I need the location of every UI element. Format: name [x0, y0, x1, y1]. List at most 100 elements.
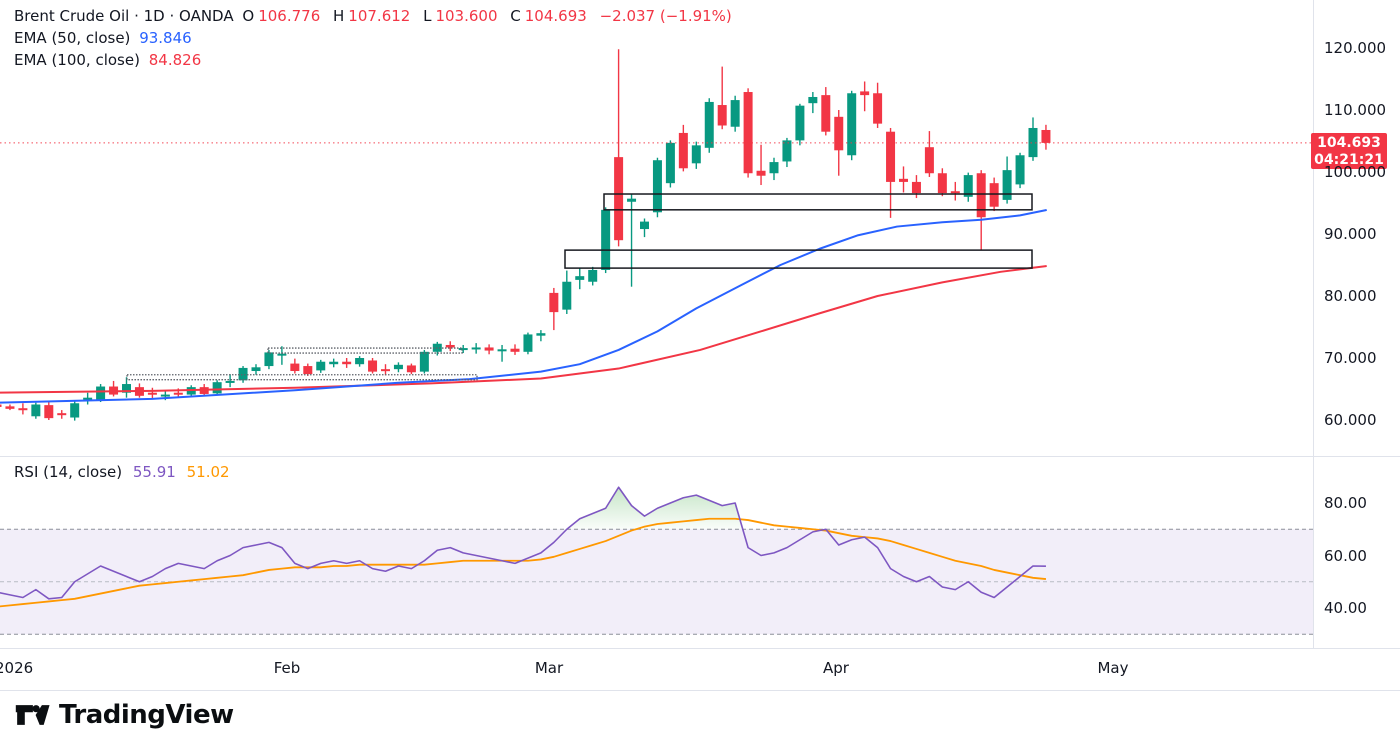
candle-body	[303, 366, 313, 375]
candle-body	[419, 351, 429, 372]
candle-body	[406, 365, 416, 373]
candle-body	[212, 382, 222, 394]
support-resistance-box	[564, 249, 1033, 269]
time-axis-label: 2026	[0, 659, 34, 677]
candle-body	[704, 101, 714, 148]
candle-body	[691, 145, 701, 164]
candle-body	[316, 361, 326, 371]
candle-body	[1002, 170, 1012, 200]
candle-body	[251, 367, 261, 372]
candle-body	[808, 96, 818, 104]
rsi-value: 55.91	[132, 463, 176, 481]
candle-body	[497, 349, 507, 352]
candle-body	[911, 181, 921, 194]
change-value: −2.037 (−1.91%)	[599, 7, 732, 25]
candle-body	[31, 404, 41, 417]
candle-body	[1041, 129, 1051, 143]
ohlc-low: L 103.600	[423, 7, 498, 25]
chart-canvas[interactable]	[0, 0, 1400, 648]
candle-body	[963, 175, 973, 197]
candle-body	[769, 162, 779, 174]
candle-body	[782, 140, 792, 162]
last-price-badge[interactable]: 104.693 04:21:21	[1311, 132, 1387, 169]
dotted-range-box	[126, 374, 478, 381]
candle-body	[290, 363, 300, 372]
rsi-ma-value: 51.02	[186, 463, 230, 481]
panel-divider	[0, 456, 1400, 457]
price-axis-label: 120.000	[1324, 39, 1387, 57]
ohlc-close: C 104.693	[510, 7, 587, 25]
candle-body	[122, 384, 131, 393]
dotted-range-box	[267, 347, 463, 354]
candle-body	[44, 405, 54, 419]
candlestick-series	[0, 49, 1051, 421]
candle-body	[160, 394, 170, 397]
candle-body	[730, 100, 740, 127]
price-axis[interactable]: 104.693 04:21:21 120.000 110.000 100.000 90…	[1311, 0, 1400, 648]
ema50-legend-row[interactable]: EMA (50, close) 93.846	[14, 28, 736, 49]
candle-body	[238, 367, 248, 381]
candle-body	[83, 397, 93, 400]
rsi-label: RSI (14, close)	[14, 463, 123, 481]
candle-body	[0, 404, 2, 407]
time-axis-label: Feb	[273, 659, 301, 677]
candle-body	[1028, 127, 1038, 158]
candle-body	[562, 281, 572, 310]
time-axis-label: Apr	[823, 659, 849, 677]
candle-body	[264, 352, 274, 367]
candle-body	[355, 358, 365, 365]
candle-body	[368, 360, 378, 372]
candle-body	[18, 408, 28, 411]
candle-body	[342, 361, 352, 365]
candle-body	[652, 160, 662, 213]
candle-body	[173, 392, 183, 395]
tradingview-logo-icon[interactable]	[14, 701, 50, 729]
last-price: 104.693	[1317, 134, 1381, 151]
candle-body	[640, 221, 649, 230]
candle-body	[627, 198, 637, 202]
time-axis[interactable]: 2026 Feb Mar Apr May	[0, 648, 1400, 691]
candle-body	[536, 333, 546, 336]
rsi-axis-label: 40.00	[1324, 599, 1367, 617]
candle-body	[484, 347, 494, 351]
candle-body	[549, 292, 559, 313]
candle-body	[614, 157, 624, 241]
candle-body	[924, 147, 934, 174]
countdown-timer: 04:21:21	[1314, 151, 1384, 168]
price-axis-label: 70.000	[1324, 349, 1377, 367]
ema50-label: EMA (50, close)	[14, 29, 131, 47]
candle-body	[57, 413, 67, 416]
symbol-title: Brent Crude Oil · 1D · OANDA	[14, 7, 234, 25]
price-axis-label: 110.000	[1324, 101, 1387, 119]
candle-body	[743, 92, 753, 174]
ema50-value: 93.846	[139, 29, 192, 47]
ema100-legend-row[interactable]: EMA (100, close) 84.826	[14, 50, 736, 71]
candle-body	[950, 191, 960, 194]
candle-body	[886, 131, 896, 182]
brand-name[interactable]: TradingView	[59, 700, 234, 730]
candle-body	[329, 361, 339, 365]
ohlc-open: O 106.776	[242, 7, 321, 25]
candle-body	[381, 369, 390, 372]
price-axis-label: 80.000	[1324, 287, 1377, 305]
rsi-legend-row[interactable]: RSI (14, close) 55.91 51.02	[14, 463, 236, 481]
candle-body	[510, 348, 520, 352]
rsi-axis-label: 60.00	[1324, 546, 1367, 565]
rsi-axis-label: 80.00	[1324, 494, 1367, 512]
candle-body	[1015, 155, 1025, 185]
candle-body	[575, 276, 585, 280]
candle-body	[821, 95, 831, 132]
candle-body	[795, 105, 805, 141]
ema50-line	[0, 209, 1047, 404]
ema100-label: EMA (100, close)	[14, 51, 140, 69]
candle-body	[665, 142, 675, 184]
candle-body	[976, 173, 986, 218]
candle-body	[937, 173, 947, 194]
candle-body	[678, 132, 688, 169]
rsi-line	[0, 486, 1046, 600]
price-axis-label: 60.000	[1324, 411, 1377, 429]
candle-body	[523, 334, 533, 352]
